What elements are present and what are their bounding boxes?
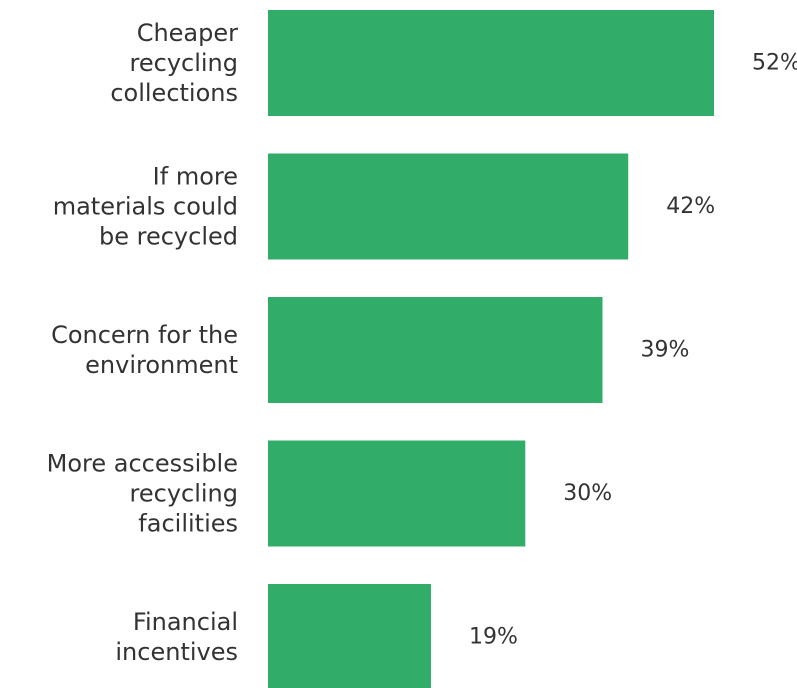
category-label-1-line-0: If more: [153, 163, 238, 191]
bar-0: [268, 10, 714, 116]
value-label-1: 42%: [666, 194, 715, 219]
category-label-1-line-2: be recycled: [99, 223, 238, 251]
category-label-2-line-1: environment: [85, 351, 238, 379]
value-label-3: 30%: [563, 481, 612, 506]
bar-3: [268, 440, 526, 547]
category-label-3-line-2: facilities: [138, 510, 238, 538]
category-label-4-line-0: Financial: [133, 608, 238, 636]
bar-1: [268, 153, 629, 260]
category-label-0-line-1: recycling: [130, 49, 238, 77]
bar-4: [268, 584, 431, 688]
category-label-4-line-1: incentives: [115, 638, 238, 666]
value-label-4: 19%: [469, 625, 518, 650]
category-label-0-line-0: Cheaper: [137, 19, 238, 47]
category-label-3-line-1: recycling: [130, 480, 238, 508]
category-label-2-line-0: Concern for the: [51, 321, 238, 349]
category-label-1-line-1: materials could: [53, 193, 238, 221]
category-label-0-line-2: collections: [110, 79, 238, 107]
value-label-0: 52%: [752, 51, 797, 76]
value-label-2: 39%: [641, 338, 690, 363]
bar-2: [268, 297, 603, 403]
category-label-3-line-0: More accessible: [47, 450, 238, 478]
